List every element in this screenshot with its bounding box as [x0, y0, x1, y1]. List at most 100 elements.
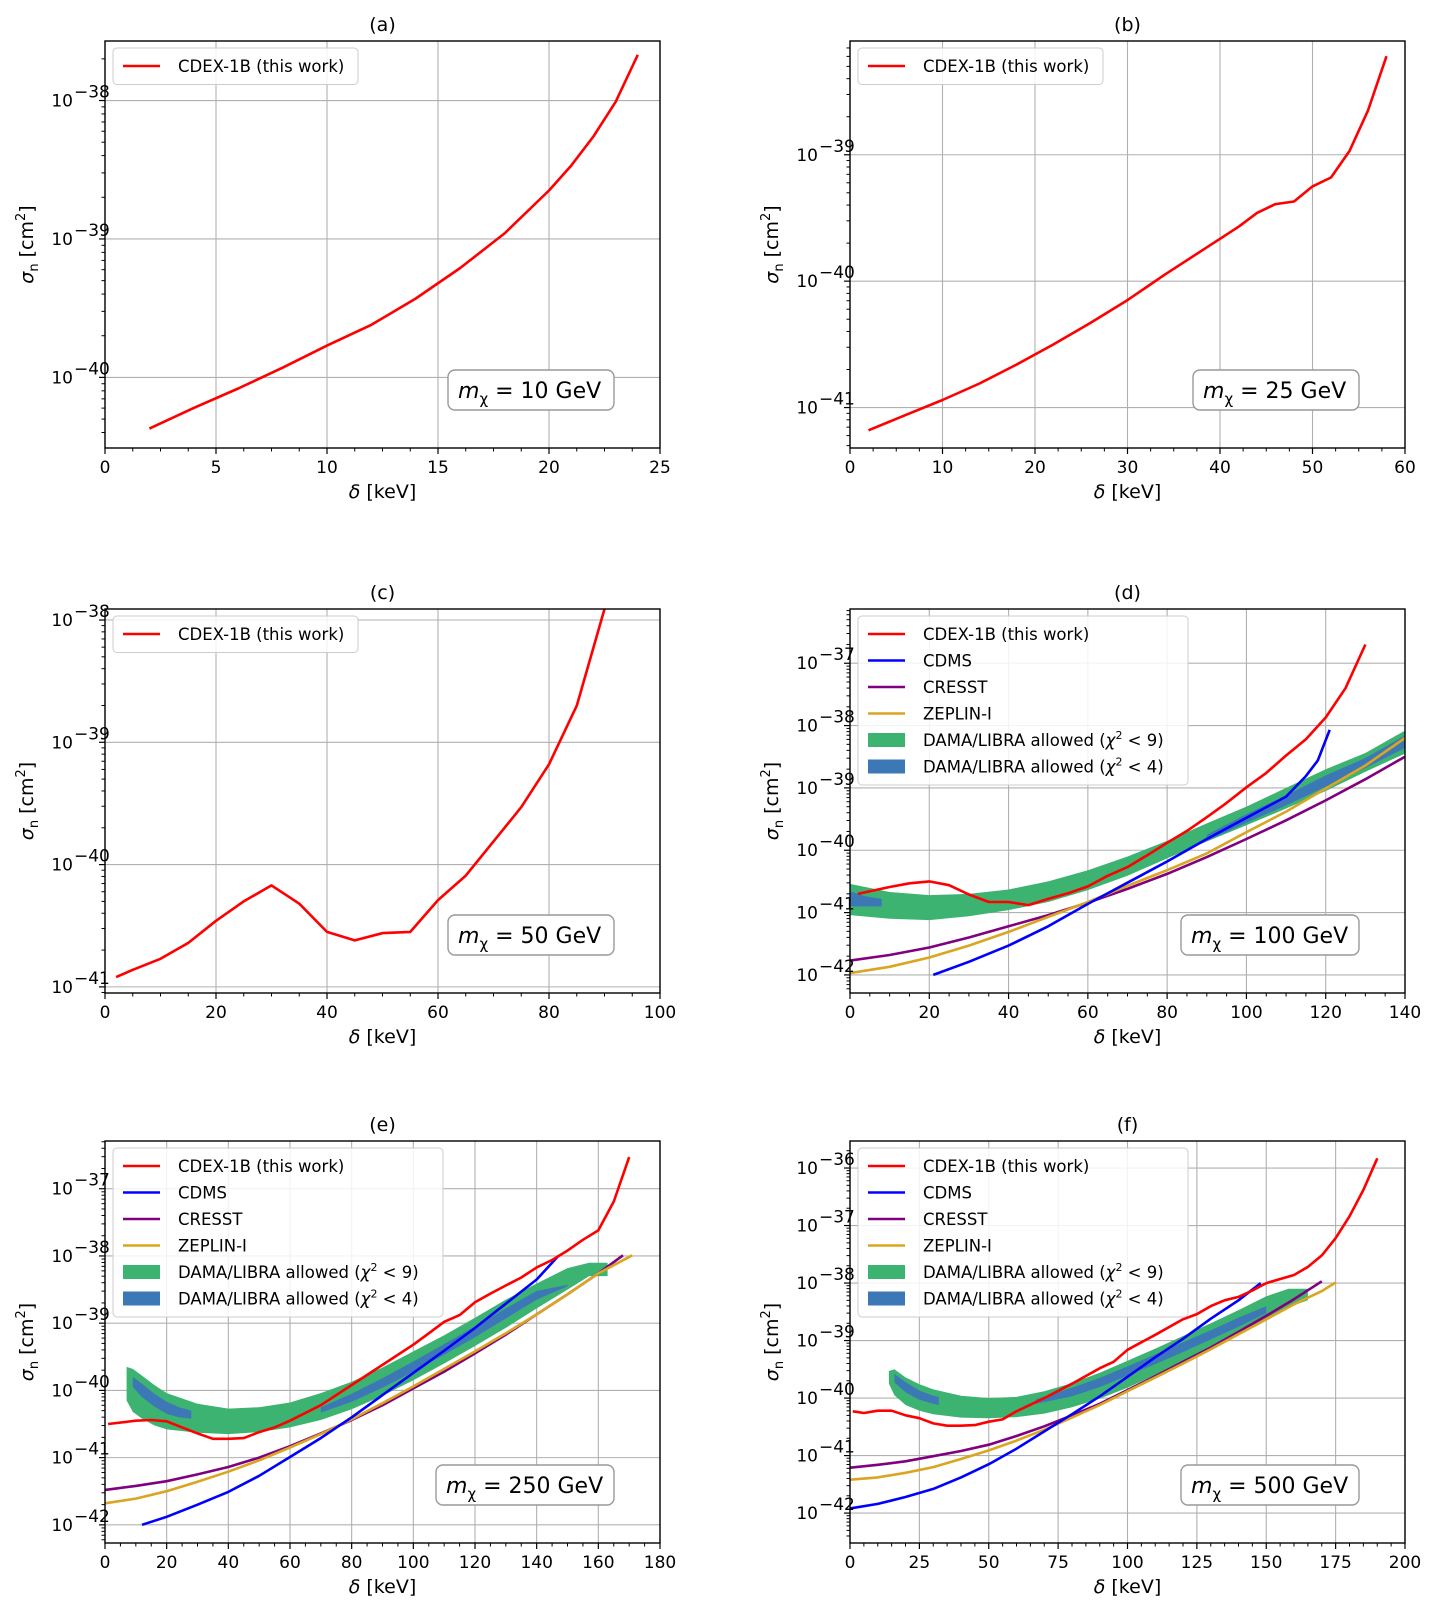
- x-tick-label: 40: [316, 1003, 338, 1023]
- series-group: [868, 55, 1388, 432]
- y-tick-exponent: −41: [819, 1438, 855, 1458]
- x-tick-label: 30: [1117, 458, 1139, 478]
- y-tick-exponent: −39: [819, 770, 855, 790]
- annotation-text: mχ = 500 GeV: [1191, 1474, 1348, 1503]
- y-tick-label: 10: [51, 1381, 73, 1401]
- x-tick-label: 50: [978, 1553, 1000, 1573]
- y-tick-exponent: −42: [819, 957, 855, 977]
- y-axis-label: σn [cm2]: [759, 1303, 787, 1381]
- x-tick-label: 40: [1209, 458, 1231, 478]
- legend: CDEX-1B (this work) CDMS CRESST ZEPLIN-I DAM…: [857, 615, 1189, 786]
- series-line-cdex-1b-this-work-: [115, 609, 606, 979]
- y-axis-label: σn [cm2]: [14, 1303, 42, 1381]
- series-line-zeplin-i: [850, 1281, 1337, 1481]
- legend-swatch-blue: [868, 759, 905, 774]
- x-tick-label: 100: [644, 1003, 676, 1023]
- annotation-box: [447, 369, 615, 411]
- legend-box: [112, 47, 359, 85]
- y-tick-exponent: −42: [819, 1495, 855, 1515]
- y-tick-exponent: −40: [74, 359, 110, 379]
- x-tick-label: 125: [1181, 1553, 1213, 1573]
- legend-swatch-green: [868, 733, 905, 747]
- legend-entry-label: DAMA/LIBRA allowed (χ2 < 4): [923, 1288, 1164, 1309]
- legend-entry-label: DAMA/LIBRA allowed (χ2 < 9): [923, 729, 1164, 750]
- y-tick-label: 10: [796, 1447, 818, 1467]
- y-tick-exponent: −41: [819, 895, 855, 915]
- x-tick-label: 80: [538, 1003, 560, 1023]
- y-tick-label: 10: [796, 904, 818, 924]
- y-tick-label: 10: [796, 1332, 818, 1352]
- x-tick-label: 25: [649, 458, 671, 478]
- y-tick-exponent: −40: [74, 847, 110, 867]
- series-line-cdex-1b-this-work-: [857, 643, 1367, 907]
- band-dama-libra-allowed-4-upper: [320, 1284, 568, 1413]
- series-line-zeplin-i: [105, 1254, 633, 1505]
- legend-entry-label: ZEPLIN-I: [923, 705, 992, 724]
- band-dama-libra-allowed-4-: [850, 891, 882, 907]
- legend-entry-label: DAMA/LIBRA allowed (χ2 < 4): [178, 1288, 419, 1309]
- x-tick-label: 60: [279, 1553, 301, 1573]
- legend-box: [857, 1147, 1189, 1318]
- x-tick-label: 80: [341, 1553, 363, 1573]
- x-tick-label: 120: [459, 1553, 491, 1573]
- panel-title: (d): [1114, 582, 1141, 604]
- y-tick-exponent: −37: [819, 1208, 855, 1228]
- annotation-box: [1192, 369, 1360, 411]
- series-line-cdex-1b-this-work-: [107, 1156, 631, 1441]
- y-tick-exponent: −39: [74, 724, 110, 744]
- y-tick-exponent: −41: [74, 1440, 110, 1460]
- x-tick-label: 60: [427, 1003, 449, 1023]
- x-tick-label: 20: [156, 1553, 178, 1573]
- x-tick-label: 20: [1024, 458, 1046, 478]
- x-tick-label: 180: [644, 1553, 676, 1573]
- legend-entry-label: DAMA/LIBRA allowed (χ2 < 4): [923, 756, 1164, 777]
- y-tick-label: 10: [796, 399, 818, 419]
- annotation-box: [1180, 914, 1360, 956]
- legend: CDEX-1B (this work): [857, 47, 1104, 85]
- band-dama-libra-allowed-9-: [850, 730, 1405, 921]
- y-tick-label: 10: [51, 92, 73, 112]
- x-tick-label: 0: [100, 458, 111, 478]
- x-tick-label: 100: [1111, 1553, 1143, 1573]
- series-group: [115, 609, 606, 979]
- annotation-box: [1180, 1464, 1360, 1506]
- legend-entry-label: CDEX-1B (this work): [923, 57, 1089, 76]
- band-dama-libra-allowed-4-upper: [1035, 1306, 1267, 1404]
- series-group: [850, 643, 1405, 977]
- annotation-text: mχ = 100 GeV: [1191, 924, 1348, 953]
- x-tick-label: 20: [205, 1003, 227, 1023]
- x-tick-label: 0: [845, 458, 856, 478]
- mass-annotation: mχ = 50 GeV: [447, 914, 615, 956]
- legend-box: [857, 615, 1189, 786]
- y-tick-label: 10: [51, 978, 73, 998]
- series-group: [148, 54, 639, 430]
- y-tick-label: 10: [796, 1274, 818, 1294]
- y-tick-label: 10: [796, 717, 818, 737]
- y-tick-exponent: −40: [819, 263, 855, 283]
- y-axis-label: σn [cm2]: [14, 205, 42, 283]
- y-tick-label: 10: [51, 1247, 73, 1267]
- annotation-box: [447, 914, 615, 956]
- x-tick-label: 0: [100, 1003, 111, 1023]
- y-tick-exponent: −39: [74, 221, 110, 241]
- y-tick-label: 10: [51, 733, 73, 753]
- y-axis-label: σn [cm2]: [14, 762, 42, 840]
- series-line-cdms: [850, 1282, 1262, 1510]
- series-line-cdex-1b-this-work-: [868, 55, 1388, 432]
- legend-swatch-green: [123, 1265, 160, 1279]
- legend-entry-label: ZEPLIN-I: [923, 1237, 992, 1256]
- y-tick-label: 10: [796, 146, 818, 166]
- legend-entry-label: CDEX-1B (this work): [178, 57, 344, 76]
- y-tick-label: 10: [796, 779, 818, 799]
- series-line-cdex-1b-this-work-: [852, 1157, 1379, 1427]
- y-tick-label: 10: [796, 1504, 818, 1524]
- panel-d: 0 20 40 60 80 100 120 14010−4210−4110−4010−3910…: [759, 582, 1421, 1048]
- y-tick-exponent: −38: [74, 83, 110, 103]
- x-tick-label: 0: [100, 1553, 111, 1573]
- legend-entry-label: CDEX-1B (this work): [178, 1157, 344, 1176]
- x-tick-label: 10: [316, 458, 338, 478]
- annotation-text: mχ = 10 GeV: [458, 379, 601, 408]
- mass-annotation: mχ = 25 GeV: [1192, 369, 1360, 411]
